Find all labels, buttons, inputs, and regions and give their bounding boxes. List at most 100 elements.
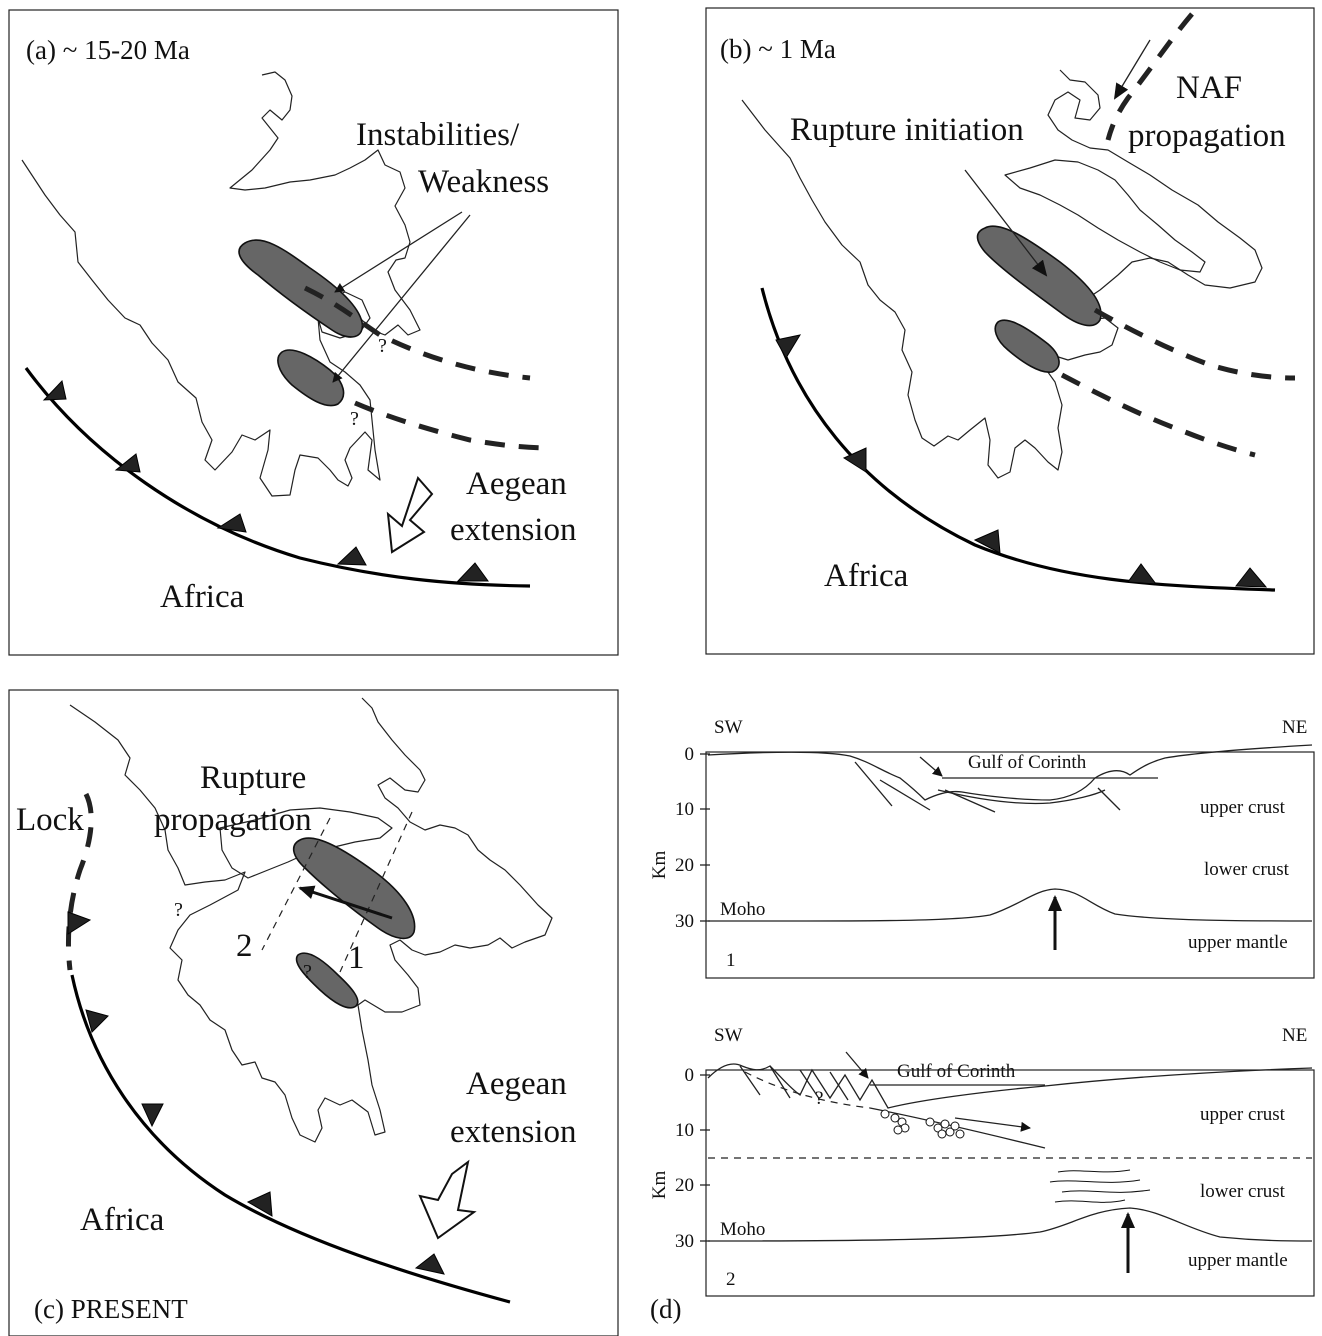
panel-b-label: (b) ~ 1 Ma xyxy=(720,34,836,64)
section-2: SW NE 0 10 20 30 Km ? Gulf of Corinth xyxy=(649,1025,1315,1297)
panel-b-frame xyxy=(705,7,1315,655)
section-1-topography xyxy=(707,744,1313,801)
panel-b-fault-trace-north xyxy=(1093,307,1296,381)
section-2-detachment-dashed xyxy=(744,1071,871,1109)
section-2-sw-label: SW xyxy=(714,1025,743,1046)
section-2-tick-label: 10 xyxy=(675,1120,694,1141)
panel-c-africa-label: Africa xyxy=(80,1202,165,1238)
panel-a-question-2: ? xyxy=(350,408,359,430)
panel-b-trench-tooth xyxy=(842,447,867,473)
panel-c-trench-tooth xyxy=(414,1253,445,1275)
section-2-slip-arrow xyxy=(845,1051,869,1079)
panel-b-propagation-label: propagation xyxy=(1128,118,1286,154)
section-1-tick-label: 30 xyxy=(675,911,694,932)
section-1-ne-label: NE xyxy=(1282,717,1307,738)
panel-b-naf-trace xyxy=(1105,12,1194,141)
section-2-gulf-label: Gulf of Corinth xyxy=(897,1061,1016,1082)
section-1-moho-label: Moho xyxy=(720,899,765,920)
panel-c-trench-tooth xyxy=(85,1009,109,1033)
section-2-tick-label: 20 xyxy=(675,1175,694,1196)
section-1-moho xyxy=(707,888,1313,922)
section-2-frame xyxy=(705,1069,1315,1297)
panel-a-question-1: ? xyxy=(378,335,387,357)
panel-a-trench-tooth xyxy=(456,562,489,582)
panel-b-naf-label: NAF xyxy=(1176,70,1242,106)
section-2-axis-title: Km xyxy=(649,1171,670,1200)
panel-c-trench-tooth xyxy=(246,1191,273,1217)
panel-c: ? 2 1 Rupture propagation Lock ? Aegean … xyxy=(8,689,619,1336)
panel-a-corinth-basin xyxy=(238,239,364,338)
panel-b-southern-basin xyxy=(994,319,1060,373)
panel-c-propagation-label: propagation xyxy=(154,802,312,838)
section-2-upper-mantle-label: upper mantle xyxy=(1188,1250,1288,1271)
panel-a-trench-tooth xyxy=(216,513,247,533)
panel-b-coastline xyxy=(741,69,1263,479)
section-1-sw-label: SW xyxy=(714,717,743,738)
panel-a-label: (a) ~ 15-20 Ma xyxy=(26,35,190,65)
section-2-lower-crust-label: lower crust xyxy=(1200,1181,1286,1202)
panel-b-africa-label: Africa xyxy=(824,558,909,594)
panel-c-section-line-2 xyxy=(261,817,331,951)
panel-c-coastline-inner xyxy=(219,807,393,879)
panel-c-rupture-label: Rupture xyxy=(200,760,306,796)
panel-b-initiation-arrow xyxy=(964,169,1048,277)
section-2-tick-label: 0 xyxy=(685,1065,695,1086)
panel-b: (b) ~ 1 Ma NAF propagation Rupture initi… xyxy=(705,7,1315,655)
section-2-ridge-faults xyxy=(739,1065,849,1101)
panel-c-section-1-label: 1 xyxy=(348,940,365,976)
section-2-question: ? xyxy=(815,1088,823,1109)
panel-a-trench-tooth xyxy=(42,379,67,401)
section-1-basin-floor xyxy=(937,789,1106,805)
section-2-moho-label: Moho xyxy=(720,1219,765,1240)
panel-c-southern-basin xyxy=(295,952,359,1009)
panel-d-label: (d) xyxy=(650,1294,681,1324)
section-2-ductile-flow xyxy=(1049,1169,1151,1203)
panel-b-fault-trace-south xyxy=(1060,372,1256,458)
panel-c-aegean-label: Aegean xyxy=(466,1066,567,1102)
panel-a-fault-trace-north xyxy=(303,285,531,381)
panel-a-southern-basin xyxy=(277,349,345,407)
section-1-lower-crust-label: lower crust xyxy=(1204,859,1290,880)
panel-a-trench-tooth xyxy=(336,546,367,566)
section-1-fault-3 xyxy=(944,789,996,813)
section-2-topography xyxy=(707,1063,1313,1109)
panel-c-label: (c) PRESENT xyxy=(34,1294,188,1324)
panel-a-coastline xyxy=(21,71,421,497)
panel-c-section-2-label: 2 xyxy=(236,928,253,964)
section-1-tick-label: 0 xyxy=(685,744,695,765)
panel-a-hellenic-trench xyxy=(24,367,531,588)
section-1: SW NE 0 10 20 30 Km Gulf of Corinth M xyxy=(649,717,1315,979)
section-1-number: 1 xyxy=(726,950,736,971)
panel-b-rupture-initiation-label: Rupture initiation xyxy=(790,112,1024,148)
section-1-axis-title: Km xyxy=(649,851,670,880)
section-1-upper-mantle-label: upper mantle xyxy=(1188,932,1288,953)
panel-a-pointer-arrow-2 xyxy=(332,214,471,383)
panel-c-coastline xyxy=(69,697,553,1143)
panel-b-naf-arrow xyxy=(1113,39,1151,100)
panel-a: (a) ~ 15-20 Ma ? ? Instabilities/ Weakne… xyxy=(8,9,619,656)
section-1-tick-label: 10 xyxy=(675,799,694,820)
panel-b-coastline-north xyxy=(1004,159,1206,273)
panel-c-frame xyxy=(8,689,619,1336)
section-2-moho xyxy=(707,1207,1313,1242)
panel-c-corinth-basin xyxy=(292,837,416,940)
section-2-upper-crust-label: upper crust xyxy=(1200,1104,1286,1125)
panel-a-aegean-label: Aegean xyxy=(466,466,567,502)
panel-a-pointer-arrow-1 xyxy=(334,211,463,293)
panel-a-fault-trace-south xyxy=(354,400,551,451)
panel-c-section-line-1 xyxy=(339,811,413,973)
section-2-detachment-slip-arrow xyxy=(954,1117,1031,1132)
panel-b-trench-tooth xyxy=(775,334,802,359)
section-1-upper-crust-label: upper crust xyxy=(1200,797,1286,818)
section-1-fault-1 xyxy=(854,761,893,807)
panel-b-trench-tooth xyxy=(973,529,1001,554)
panel-a-extension-label: extension xyxy=(450,512,576,548)
panel-a-weakness-label: Weakness xyxy=(418,164,549,200)
panel-a-trench-tooth xyxy=(114,453,141,473)
section-1-fault-4 xyxy=(1097,787,1121,811)
panel-c-lock-label: Lock xyxy=(16,802,84,838)
section-1-gulf-label: Gulf of Corinth xyxy=(968,752,1087,773)
panel-a-instabilities-label: Instabilities/ xyxy=(356,117,520,153)
panel-c-extension-arrow xyxy=(418,1159,477,1240)
